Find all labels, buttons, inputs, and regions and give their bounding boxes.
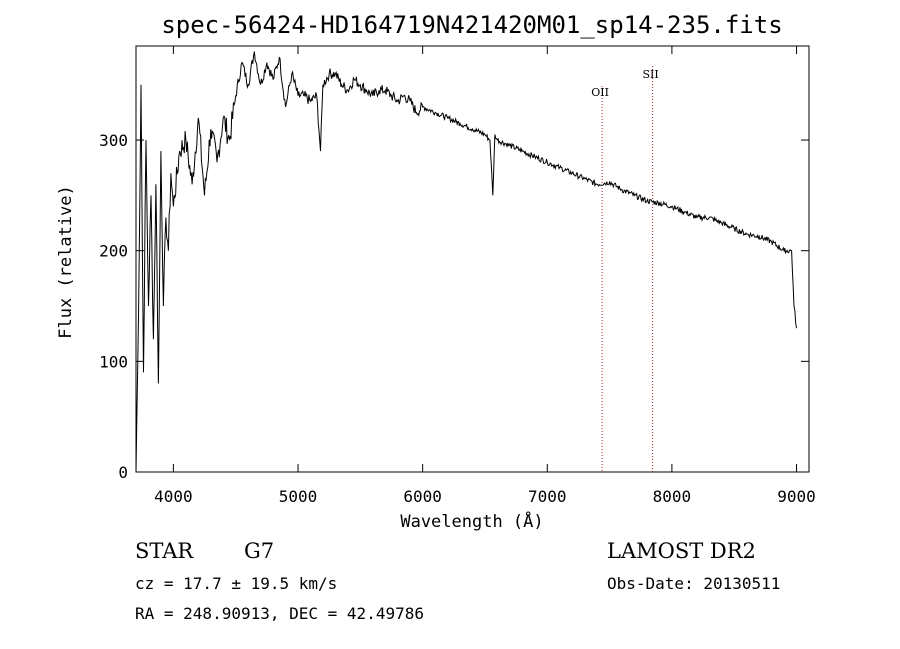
x-axis: 4000 5000 6000 7000 8000 9000	[154, 46, 816, 506]
x-tick-label: 7000	[528, 487, 567, 506]
object-subclass: G7	[244, 539, 274, 563]
x-tick-label: 9000	[777, 487, 816, 506]
y-tick-label: 200	[99, 242, 128, 261]
x-axis-label: Wavelength (Å)	[400, 510, 543, 532]
marker-label: OII	[591, 86, 609, 99]
plot-frame	[135, 45, 810, 473]
spectrum-line	[135, 51, 797, 473]
survey-name: LAMOST DR2	[607, 539, 756, 563]
y-tick-label: 300	[99, 131, 128, 150]
y-axis-label: Flux (relative)	[56, 185, 76, 339]
x-tick-label: 4000	[154, 487, 193, 506]
marker-label: SII	[642, 68, 658, 81]
coordinates-info: RA = 248.90913, DEC = 42.49786	[135, 604, 424, 623]
y-axis: 0 100 200 300	[99, 131, 809, 482]
redshift-info: cz = 17.7 ± 19.5 km/s	[135, 574, 337, 593]
observation-date: Obs-Date: 20130511	[607, 574, 780, 593]
chart-title: spec-56424-HD164719N421420M01_sp14-235.f…	[161, 11, 782, 39]
y-tick-label: 0	[118, 463, 128, 482]
x-tick-label: 5000	[279, 487, 318, 506]
line-markers: OII SII	[591, 66, 659, 472]
object-class: STAR	[135, 539, 194, 563]
y-tick-label: 100	[99, 352, 128, 371]
plot-area: 4000 5000 6000 7000 8000 9000 0 100 200 300 OII S…	[99, 45, 816, 506]
x-tick-label: 6000	[403, 487, 442, 506]
x-tick-label: 8000	[653, 487, 692, 506]
